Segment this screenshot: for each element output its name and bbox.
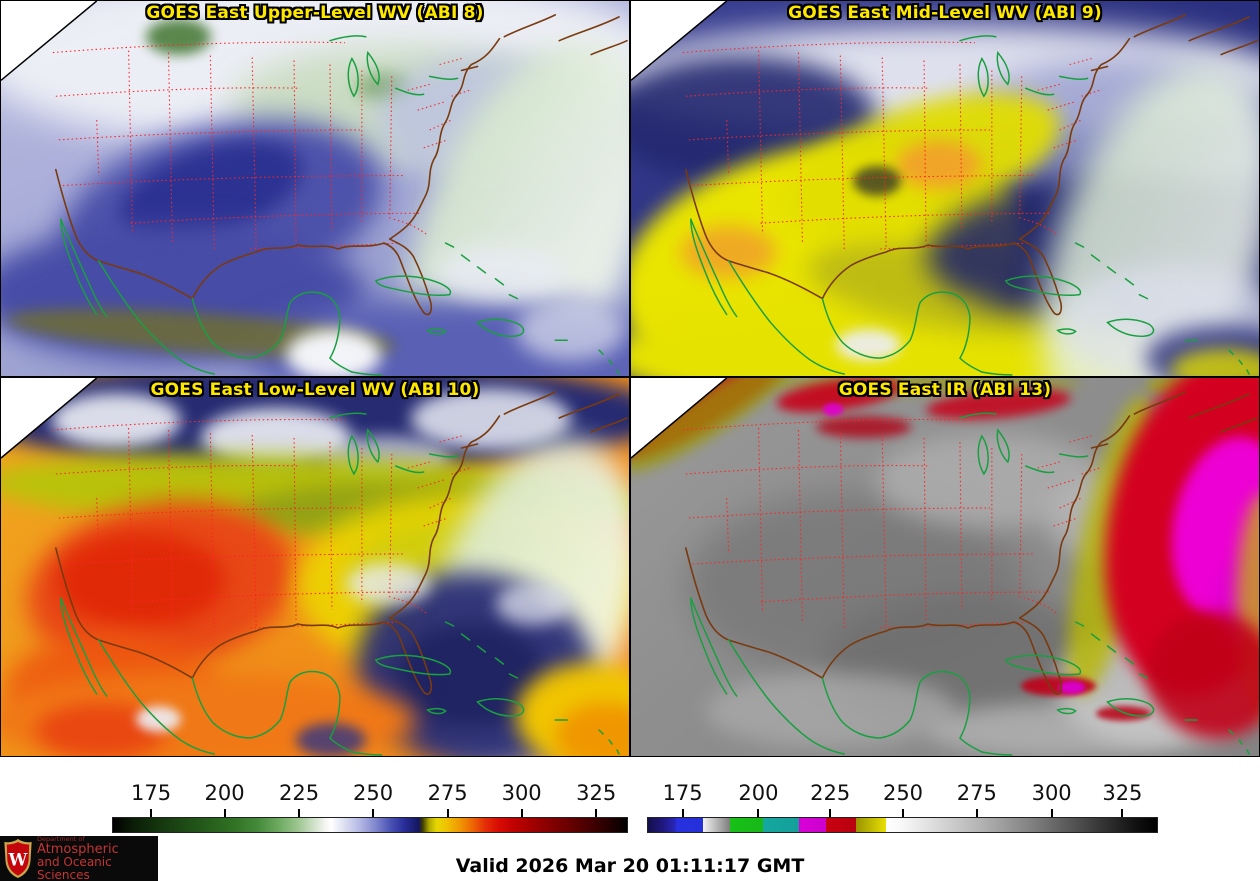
- colorbar-tick-label: 275: [427, 781, 468, 805]
- colorbar-tick: [446, 809, 449, 817]
- logo-line2: and Oceanic Sciences: [37, 855, 112, 881]
- map-overlay: [1, 378, 628, 756]
- colorbar-tick: [829, 809, 832, 817]
- panel-mid-level-wv: GOES East Mid-Level WV (ABI 9): [630, 0, 1260, 377]
- aos-department-logo: W Department of Atmospheric and Oceanic …: [0, 834, 158, 881]
- panel-upper-level-wv: GOES East Upper-Level WV (ABI 8): [0, 0, 630, 377]
- ir-colorbar: 175 200 225 250 275 300 325: [647, 781, 1158, 833]
- map-overlay: [631, 378, 1258, 756]
- panel-ir: GOES East IR (ABI 13): [630, 377, 1260, 757]
- uw-crest-icon: W: [4, 838, 32, 879]
- colorbar-tick-label: 325: [1102, 781, 1143, 805]
- colorbar-tick-label: 175: [130, 781, 172, 805]
- colorbar-tick-label: 250: [353, 781, 394, 805]
- colorbar-tick-label: 225: [279, 781, 320, 805]
- colorbar-tick: [1121, 809, 1124, 817]
- logo-line1: Atmospheric: [37, 841, 119, 857]
- valid-time-label: Valid 2026 Mar 20 01:11:17 GMT: [455, 855, 805, 877]
- panel-title-abi8: GOES East Upper-Level WV (ABI 8): [146, 3, 484, 23]
- colorbar-tick-label: 200: [738, 781, 779, 805]
- colorbar-tick-label: 225: [810, 781, 851, 805]
- colorbar-tick: [372, 809, 375, 817]
- colorbar-tick: [298, 809, 301, 817]
- panel-title-abi13: GOES East IR (ABI 13): [838, 380, 1052, 400]
- colorbar-tick: [975, 809, 978, 817]
- water-vapor-colorbar: 175 200 225 250 275 300 325: [112, 781, 628, 833]
- colorbar-tick: [1050, 809, 1053, 817]
- colorbar-tick-label: 300: [501, 781, 542, 805]
- colorbar-tick-label: 275: [956, 781, 997, 805]
- map-overlay: [1, 1, 628, 376]
- logo-text: Department of Atmospheric and Oceanic Sc…: [37, 834, 158, 881]
- colorbar-tick-label: 300: [1031, 781, 1072, 805]
- logo-department: Department of: [37, 834, 85, 843]
- colorbar-tick-label: 175: [662, 781, 703, 805]
- colorbar-tick: [681, 809, 684, 817]
- panel-title-abi10: GOES East Low-Level WV (ABI 10): [150, 380, 480, 400]
- panel-low-level-wv: GOES East Low-Level WV (ABI 10): [0, 377, 630, 757]
- colorbar-tick: [223, 809, 226, 817]
- colorbar-tick-label: 325: [576, 781, 617, 805]
- svg-text:W: W: [8, 849, 28, 869]
- colorbar-tick: [150, 809, 153, 817]
- colorbar-tick: [520, 809, 523, 817]
- map-overlay: [631, 1, 1258, 376]
- colorbar-tick: [902, 809, 904, 817]
- panel-title-abi9: GOES East Mid-Level WV (ABI 9): [788, 3, 1102, 23]
- colorbar-tick: [757, 809, 760, 817]
- colorbar-tick: [595, 809, 598, 817]
- colorbar-tick-label: 200: [204, 781, 245, 805]
- colorbar-tick-label: 250: [882, 781, 924, 805]
